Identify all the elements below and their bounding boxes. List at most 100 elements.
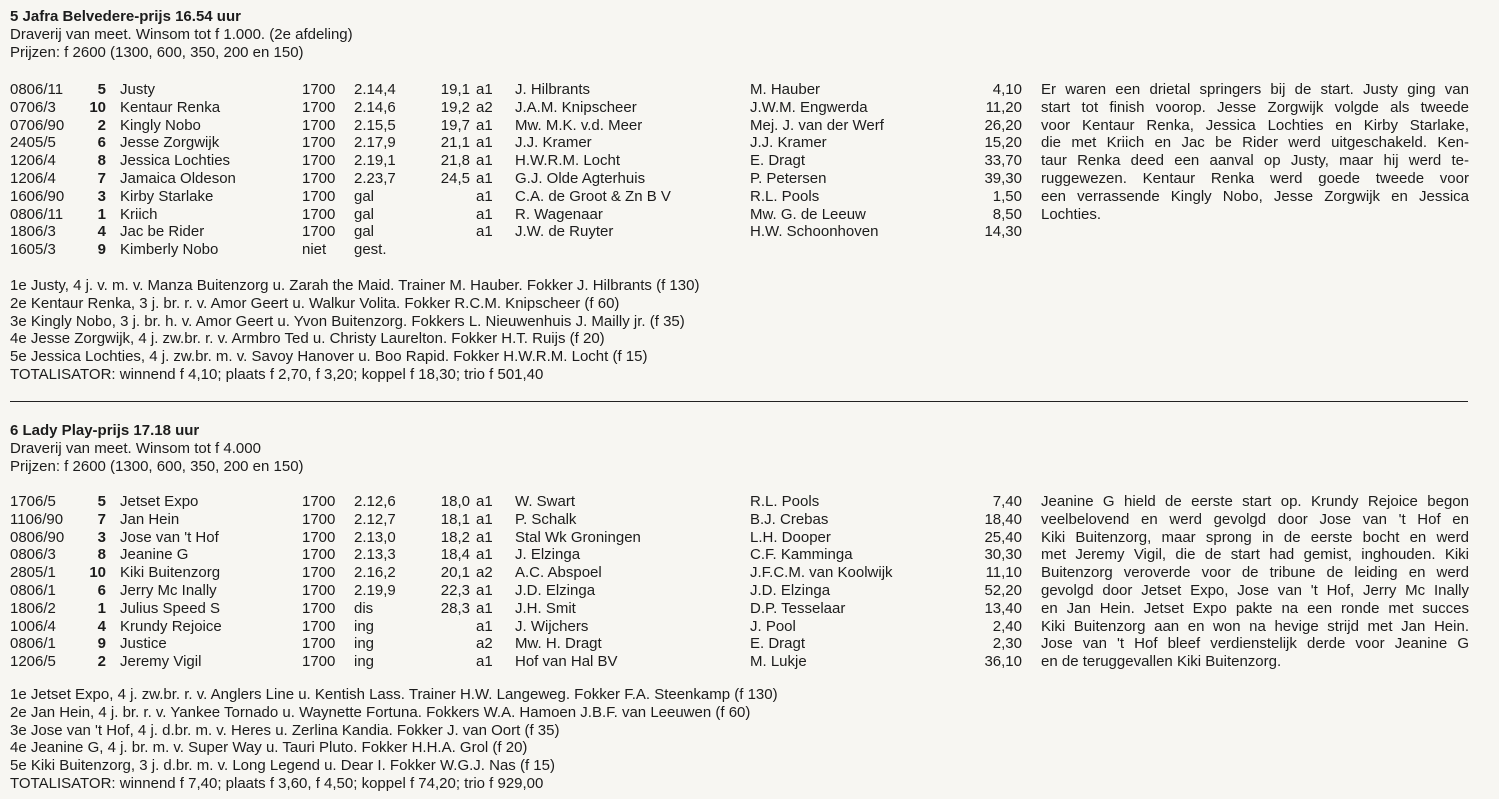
last-race-cell: 1206/5: [10, 653, 56, 671]
commentary-line: met Jeremy Vigil, die de start had gemis…: [1041, 546, 1469, 564]
distance-cell: 1700: [302, 510, 336, 528]
trainer-cell: J.D. Elzinga: [750, 582, 831, 599]
trainer-cell: J. Pool: [750, 617, 796, 635]
time-cell: 2.14,6: [354, 98, 396, 116]
odds-cell: 7,40: [992, 493, 1022, 510]
last-race-cell: 0806/11: [10, 205, 64, 223]
odds-cell: 1,50: [992, 187, 1022, 205]
trainer-cell: J.F.C.M. van Koolwijk: [750, 564, 893, 582]
start-number-cell: 7: [97, 510, 106, 528]
driver-cell: Mw. M.K. v.d. Meer: [515, 116, 643, 134]
commentary-line: Er waren een drietal springers bij de st…: [1041, 81, 1469, 98]
time-cell: 2.12,6: [354, 493, 396, 510]
odds-cell: 14,30: [984, 223, 1022, 241]
trainer-cell: Mw. G. de Leeuw: [750, 205, 866, 223]
time-cell: dis: [354, 599, 374, 617]
trainer-cell: R.L. Pools: [750, 187, 820, 205]
horse-name-cell: Kimberly Nobo: [120, 241, 219, 259]
horse-name-cell: Jeremy Vigil: [120, 653, 202, 671]
time-cell: gal: [354, 187, 375, 205]
commentary-line: en Jan Hein. Jetset Expo pakte na een ro…: [1041, 599, 1469, 617]
placing-line: 2e Kentaur Renka, 3 j. br. r. v. Amor Ge…: [10, 294, 620, 312]
class-cell: a1: [476, 223, 493, 241]
last-race-cell: 0706/3: [10, 98, 56, 116]
distance-cell: 1700: [302, 582, 336, 599]
commentary-line: Kiki Buitenzorg aan en won na hevige str…: [1041, 617, 1469, 635]
trainer-cell: B.J. Crebas: [750, 510, 829, 528]
odds-cell: 39,30: [984, 170, 1022, 187]
last-race-cell: 0806/3: [10, 546, 56, 564]
last-race-cell: 0806/1: [10, 635, 56, 653]
time-cell: 2.19,1: [354, 152, 396, 170]
start-number-cell: 8: [97, 546, 106, 564]
placing-line: 5e Kiki Buitenzorg, 3 j. d.br. m. v. Lon…: [10, 757, 555, 775]
last-race-cell: 1706/5: [10, 493, 56, 510]
race-title: 5 Jafra Belvedere-prijs 16.54 uur: [10, 8, 241, 25]
horse-name-cell: Jetset Expo: [120, 493, 199, 510]
time-cell: gal: [354, 205, 375, 223]
class-cell: a1: [476, 617, 493, 635]
commentary-line: Kiki Buitenzorg, maar sprong in de eerst…: [1041, 528, 1469, 546]
class-cell: a1: [476, 653, 493, 671]
distance-cell: 1700: [302, 635, 336, 653]
km-time-cell: 19,1: [440, 81, 470, 98]
km-time-cell: 18,0: [440, 493, 470, 510]
horse-name-cell: Kriich: [120, 205, 158, 223]
trainer-cell: P. Petersen: [750, 170, 827, 187]
odds-cell: 52,20: [984, 582, 1022, 599]
start-number-cell: 9: [97, 241, 106, 259]
horse-name-cell: Jerry Mc Inally: [120, 582, 217, 599]
time-cell: 2.15,5: [354, 116, 396, 134]
time-cell: 2.13,3: [354, 546, 396, 564]
horse-name-cell: Justice: [120, 635, 167, 653]
last-race-cell: 0806/90: [10, 528, 65, 546]
start-number-cell: 10: [89, 98, 106, 116]
last-race-cell: 2805/1: [10, 564, 56, 582]
trainer-cell: J.W.M. Engwerda: [750, 98, 868, 116]
trainer-cell: M. Hauber: [750, 81, 821, 98]
race-commentary: Jeanine G hield de eerste start op. Krun…: [1041, 493, 1469, 671]
start-number-cell: 5: [97, 81, 106, 98]
driver-cell: J.D. Elzinga: [515, 582, 596, 599]
start-number-cell: 3: [97, 187, 106, 205]
distance-cell: 1700: [302, 223, 336, 241]
start-number-cell: 10: [89, 564, 106, 582]
driver-cell: A.C. Abspoel: [515, 564, 602, 582]
placing-line: 3e Kingly Nobo, 3 j. br. h. v. Amor Geer…: [10, 312, 685, 330]
start-number-cell: 5: [97, 493, 106, 510]
race-commentary: Er waren een drietal springers bij de st…: [1041, 81, 1469, 223]
driver-cell: C.A. de Groot & Zn B V: [515, 187, 671, 205]
odds-cell: 33,70: [984, 152, 1022, 170]
commentary-line: gevolgd door Jetset Expo, Jose van 't Ho…: [1041, 581, 1469, 599]
time-cell: 2.14,4: [354, 81, 396, 98]
horse-name-cell: Jamaica Oldeson: [120, 170, 236, 187]
distance-cell: 1700: [302, 116, 336, 134]
trainer-cell: Mej. J. van der Werf: [750, 116, 884, 134]
km-time-cell: 18,1: [440, 510, 470, 528]
last-race-cell: 1206/4: [10, 152, 56, 170]
last-race-cell: 1106/90: [10, 510, 64, 528]
distance-cell: 1700: [302, 170, 336, 187]
horse-name-cell: Krundy Rejoice: [120, 617, 222, 635]
distance-cell: 1700: [302, 528, 336, 546]
time-cell: 2.19,9: [354, 582, 396, 599]
trainer-cell: E. Dragt: [750, 152, 806, 170]
driver-cell: J.A.M. Knipscheer: [515, 98, 637, 116]
horse-name-cell: Jessica Lochties: [120, 152, 231, 170]
km-time-cell: 18,4: [440, 546, 470, 564]
distance-cell: 1700: [302, 134, 336, 152]
time-cell: gest.: [354, 241, 387, 259]
time-cell: 2.23,7: [354, 170, 396, 187]
commentary-line: die met Kriich en Jac be Rider werd uitg…: [1041, 134, 1469, 152]
class-cell: a1: [476, 599, 493, 617]
last-race-cell: 1806/2: [10, 599, 56, 617]
horse-name-cell: Kiki Buitenzorg: [120, 564, 221, 582]
class-cell: a2: [476, 635, 493, 653]
driver-cell: H.W.R.M. Locht: [515, 152, 621, 170]
commentary-line: en de teruggevallen Kiki Buitenzorg.: [1041, 653, 1282, 671]
last-race-cell: 0806/11: [10, 81, 64, 98]
commentary-line: start tot finish voorop. Jesse Zorgwijk …: [1041, 98, 1469, 116]
commentary-line: Jeanine G hield de eerste start op. Krun…: [1041, 493, 1469, 510]
placing-line: 1e Jetset Expo, 4 j. zw.br. r. v. Angler…: [10, 686, 778, 703]
distance-cell: 1700: [302, 617, 336, 635]
